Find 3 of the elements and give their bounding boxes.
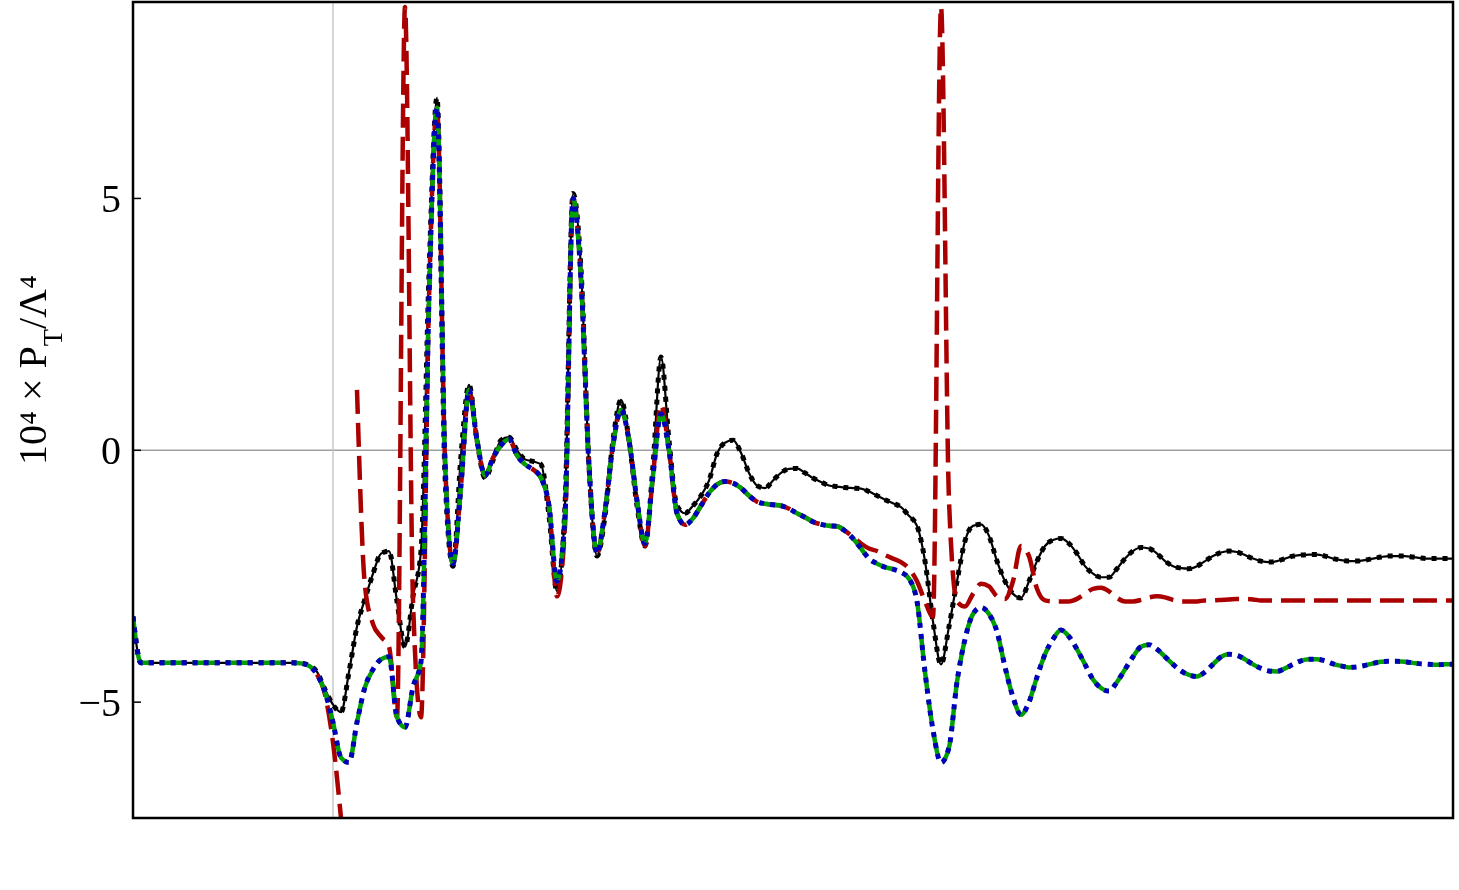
y-tick-label: 5 bbox=[101, 176, 121, 222]
y-tick-label: 0 bbox=[101, 428, 121, 474]
y-tick-label: −5 bbox=[78, 680, 121, 726]
